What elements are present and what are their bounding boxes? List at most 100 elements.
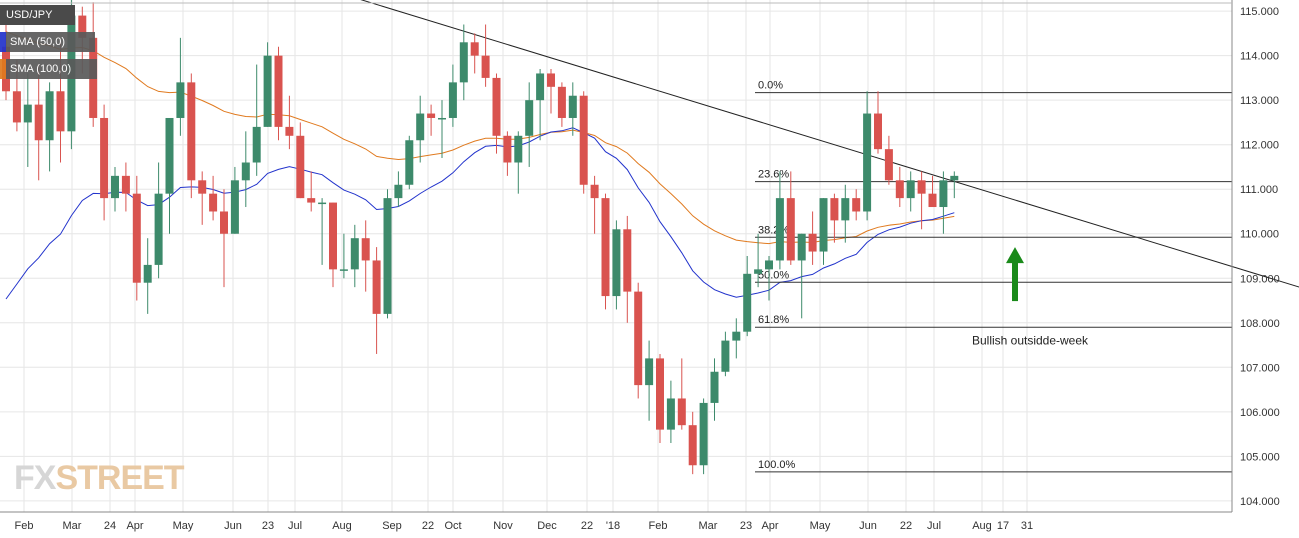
- fib-label: 61.8%: [758, 314, 789, 326]
- fib-label: 23.6%: [758, 169, 789, 181]
- candle-down: [808, 233, 817, 252]
- y-tick-label: 106.000: [1240, 407, 1280, 419]
- candle-down: [220, 211, 228, 234]
- x-tick-label: 17: [997, 520, 1009, 532]
- candle-down: [601, 198, 610, 297]
- candle-down: [884, 149, 893, 181]
- candle-down: [786, 198, 795, 261]
- candle-up: [154, 193, 163, 265]
- y-tick-label: 108.000: [1240, 318, 1280, 330]
- candle-down: [656, 358, 664, 430]
- x-tick-label: 23: [262, 520, 274, 532]
- candle-down: [100, 117, 109, 199]
- symbol-label: USD/JPY: [0, 5, 75, 25]
- sma100-path: [5, 31, 955, 245]
- candle-down: [928, 193, 937, 208]
- candle-up: [666, 398, 675, 430]
- fib-label: 100.0%: [758, 459, 796, 471]
- candle-down: [830, 198, 839, 221]
- candle-up: [939, 180, 948, 208]
- candle-down: [917, 180, 926, 194]
- candle-down: [329, 202, 337, 270]
- candle-down: [209, 193, 218, 212]
- y-tick-label: 111.000: [1240, 184, 1278, 196]
- y-tick-label: 107.000: [1240, 362, 1280, 374]
- x-tick-label: Jun: [224, 520, 242, 532]
- candle-down: [372, 260, 381, 314]
- x-tick-label: Dec: [537, 520, 557, 532]
- y-tick-label: 113.000: [1240, 95, 1279, 107]
- x-tick-label: 22: [900, 520, 912, 532]
- candle-down: [427, 113, 436, 118]
- x-tick-label: Jul: [927, 520, 941, 532]
- x-tick-label: 31: [1021, 520, 1033, 532]
- candle-down: [688, 425, 697, 466]
- x-tick-label: Jun: [859, 520, 877, 532]
- x-tick-label: Jul: [288, 520, 302, 532]
- candle-up: [819, 198, 828, 252]
- sma50-path: [5, 127, 955, 300]
- x-tick-label: Nov: [493, 520, 513, 532]
- candle-down: [121, 175, 130, 194]
- candle-down: [579, 95, 588, 185]
- candle-down: [590, 184, 599, 199]
- x-tick-label: 22: [581, 520, 593, 532]
- candle-down: [623, 229, 632, 292]
- candle-up: [383, 198, 392, 314]
- grid-lines: [0, 0, 1232, 512]
- candle-down: [557, 86, 566, 118]
- fib-label: 0.0%: [758, 80, 783, 92]
- fib-label: 50.0%: [758, 269, 789, 281]
- candle-up: [405, 140, 414, 185]
- bullish-arrow-group: Bullish outsidde-week: [972, 247, 1089, 348]
- candle-up: [743, 273, 752, 332]
- candle-up: [394, 184, 403, 199]
- candle-up: [765, 260, 773, 270]
- candle-up: [754, 269, 763, 274]
- candle-down: [56, 91, 65, 132]
- candle-up: [699, 402, 708, 466]
- sma100-line: [5, 31, 955, 245]
- arrow-shaft: [1012, 261, 1018, 302]
- candle-down: [677, 398, 686, 426]
- arrow-head-icon: [1006, 247, 1024, 264]
- candle-up: [45, 91, 54, 141]
- y-tick-label: 115.000: [1240, 6, 1279, 18]
- candle-up: [514, 135, 523, 163]
- x-tick-label: Sep: [382, 520, 402, 532]
- x-tick-label: Apr: [761, 520, 778, 532]
- candle-up: [241, 162, 250, 181]
- candles: [2, 0, 959, 475]
- sma50-line: [5, 127, 955, 300]
- candle-down: [285, 126, 294, 136]
- candle-up: [797, 233, 806, 261]
- x-tick-label: Aug: [972, 520, 992, 532]
- x-tick-label: May: [810, 520, 831, 532]
- y-tick-label: 109.000: [1240, 273, 1280, 285]
- candle-down: [12, 91, 21, 123]
- candle-down: [187, 82, 196, 181]
- x-tick-label: '18: [606, 520, 620, 532]
- x-tick-label: Apr: [126, 520, 143, 532]
- x-tick-label: Aug: [332, 520, 352, 532]
- candle-up: [950, 175, 959, 181]
- y-tick-label: 112.000: [1240, 140, 1279, 152]
- trendline-path: [360, 0, 1299, 288]
- candle-down: [132, 193, 141, 283]
- candle-down: [481, 55, 490, 78]
- candle-up: [645, 358, 654, 386]
- axes: 104.000 105.000 106.000 107.000 108.000 109.0…: [0, 0, 1280, 532]
- candle-up: [863, 113, 872, 212]
- candle-down: [296, 135, 305, 199]
- trendline: [360, 0, 1299, 288]
- candle-down: [78, 15, 87, 38]
- x-tick-label: Mar: [699, 520, 718, 532]
- candle-up: [721, 340, 730, 372]
- y-tick-label: 110.000: [1240, 229, 1279, 241]
- candle-down: [895, 180, 904, 199]
- fxstreet-logo: FXSTREET: [14, 459, 185, 497]
- x-tick-label: 22: [422, 520, 434, 532]
- candle-down: [198, 180, 207, 194]
- x-tick-label: 24: [104, 520, 116, 532]
